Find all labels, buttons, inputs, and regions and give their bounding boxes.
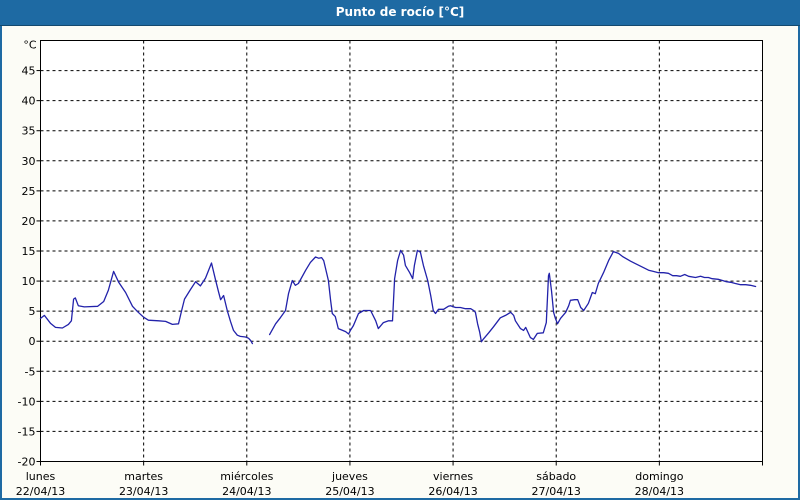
y-tick-label: 40: [22, 95, 36, 108]
date-label: 28/04/13: [635, 485, 684, 498]
day-label: domingo: [635, 470, 683, 483]
day-label: sábado: [536, 470, 576, 483]
y-tick-label: 45: [22, 65, 36, 78]
dewpoint-line: [39, 262, 254, 345]
y-tick-label: 10: [22, 275, 36, 288]
y-unit-label: °C: [23, 39, 37, 52]
date-label: 23/04/13: [119, 485, 168, 498]
y-tick-label: 35: [22, 125, 36, 138]
y-tick-label: 20: [22, 215, 36, 228]
day-label: martes: [124, 470, 163, 483]
y-tick-label: 0: [29, 335, 36, 348]
dewpoint-line: [268, 249, 757, 343]
title-bar: Punto de rocío [°C]: [0, 0, 800, 26]
y-tick-label: 30: [22, 155, 36, 168]
date-label: 25/04/13: [325, 485, 374, 498]
y-tick-label: -10: [18, 395, 36, 408]
chart-title: Punto de rocío [°C]: [335, 5, 465, 19]
y-tick-label: -15: [18, 425, 36, 438]
y-tick-label: 15: [22, 245, 36, 258]
date-label: 27/04/13: [532, 485, 581, 498]
y-tick-label: 25: [22, 185, 36, 198]
day-label: miércoles: [220, 470, 273, 483]
day-label: lunes: [26, 470, 56, 483]
y-tick-label: -5: [25, 365, 36, 378]
day-label: jueves: [331, 470, 368, 483]
date-label: 26/04/13: [428, 485, 477, 498]
y-tick-label: 5: [29, 305, 36, 318]
day-label: viernes: [433, 470, 473, 483]
date-label: 22/04/13: [16, 485, 65, 498]
y-tick-label: -20: [18, 456, 36, 469]
date-label: 24/04/13: [222, 485, 271, 498]
